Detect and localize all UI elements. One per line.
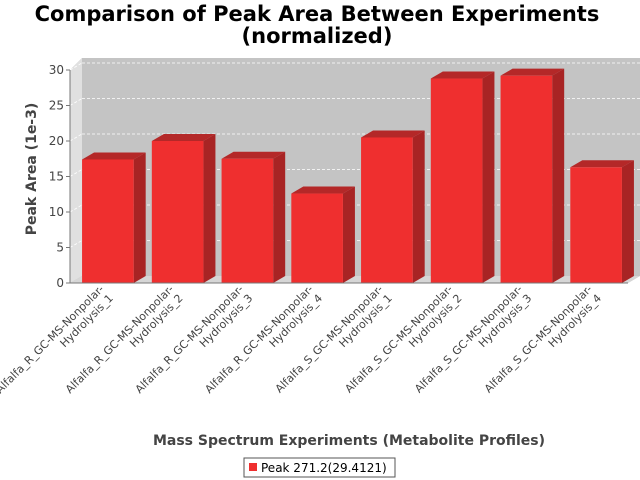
grid-line-wall	[69, 98, 83, 106]
grid-line-wall	[69, 204, 83, 213]
bar-top	[82, 152, 146, 160]
bar-front	[430, 78, 483, 284]
legend-box	[243, 457, 396, 478]
plot-left-wall	[70, 58, 82, 283]
x-tick-label: Alfalfa_R_GC-MS-Nonpolar-Hydrolysis_1	[0, 283, 116, 396]
bar	[291, 186, 355, 283]
plot-floor	[70, 276, 640, 283]
bar-top	[500, 68, 565, 76]
x-tick-labels: Alfalfa_R_GC-MS-Nonpolar-Hydrolysis_1Alf…	[0, 283, 604, 396]
bar	[361, 130, 425, 283]
y-tick-label: 10	[49, 205, 64, 219]
bar-side	[342, 186, 355, 283]
bar	[570, 160, 634, 283]
bar-front	[500, 75, 553, 284]
bars	[82, 68, 634, 284]
grid-line-wall	[69, 62, 83, 71]
legend: Peak 271.2(29.4121)	[243, 457, 396, 478]
bar-front	[82, 159, 134, 283]
bar-top	[151, 134, 216, 141]
chart-subtitle: (normalized)	[242, 24, 393, 48]
bar	[221, 151, 286, 283]
y-tick-label: 30	[49, 63, 64, 77]
x-tick-label-line: Alfalfa_R_GC-MS-Nonpolar-	[0, 283, 107, 396]
bar-top	[430, 71, 495, 79]
bar-top	[221, 151, 286, 159]
y-axis-label: Peak Area (1e-3)	[24, 103, 40, 236]
bar-front	[570, 167, 622, 283]
bar	[82, 152, 146, 283]
bar-side	[621, 160, 634, 283]
legend-swatch	[249, 463, 257, 471]
bar-front	[221, 158, 274, 283]
grid-line-wall	[69, 133, 83, 142]
bar-side	[552, 68, 565, 284]
bar	[500, 68, 565, 284]
bar-top	[570, 160, 634, 168]
legend-label: Peak 271.2(29.4121)	[261, 461, 387, 475]
bar-side	[482, 71, 495, 284]
bar-front	[291, 193, 343, 283]
y-tick-label: 20	[49, 134, 64, 148]
grid-line-wall	[69, 240, 83, 248]
chart-title: Comparison of Peak Area Between Experime…	[35, 2, 600, 26]
y-tick-label: 15	[49, 170, 64, 184]
bar-side	[133, 152, 146, 283]
bar-side	[273, 151, 286, 283]
y-ticks: 0 5 10 15 20 25 30	[49, 63, 70, 290]
bar-front	[361, 137, 413, 283]
y-tick-label: 5	[56, 241, 64, 255]
y-tick-label: 0	[56, 276, 64, 290]
bar	[430, 71, 495, 284]
bar-side	[203, 134, 216, 283]
bar-front	[151, 141, 204, 283]
grid-line-wall	[69, 169, 83, 177]
x-axis-label: Mass Spectrum Experiments (Metabolite Pr…	[153, 433, 545, 449]
bar-side	[412, 130, 425, 283]
bar	[151, 134, 216, 283]
bar-top	[291, 186, 355, 194]
y-tick-label: 25	[49, 99, 64, 113]
bar-top	[361, 130, 425, 138]
